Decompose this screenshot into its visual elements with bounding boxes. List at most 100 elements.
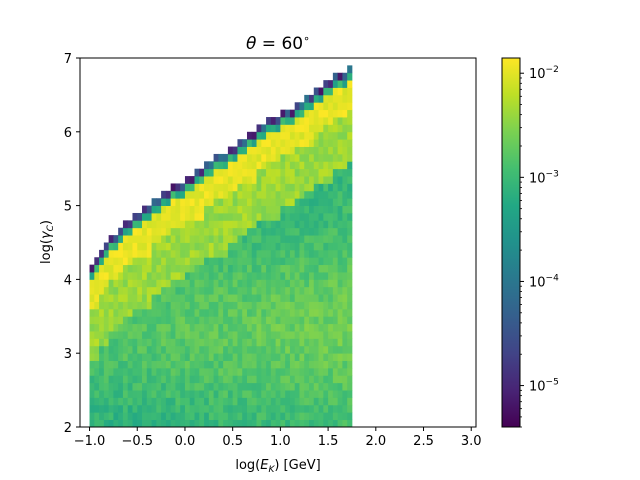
heatmap-cell bbox=[332, 308, 339, 317]
heatmap-cell bbox=[251, 286, 257, 295]
heatmap-cell bbox=[328, 345, 334, 354]
heatmap-cell bbox=[328, 220, 334, 229]
heatmap-cell bbox=[261, 382, 267, 391]
heatmap-cell bbox=[127, 323, 133, 332]
heatmap-cell bbox=[142, 397, 148, 406]
heatmap-cell bbox=[347, 316, 353, 325]
heatmap-cell bbox=[227, 316, 234, 325]
heatmap-cell bbox=[232, 286, 238, 295]
heatmap-cell bbox=[189, 412, 195, 421]
heatmap-cell bbox=[218, 382, 224, 391]
heatmap-cell bbox=[184, 390, 191, 398]
heatmap-cell bbox=[328, 176, 334, 184]
heatmap-cell bbox=[156, 220, 162, 229]
heatmap-cell bbox=[347, 338, 353, 347]
heatmap-cell bbox=[256, 183, 262, 192]
x-tick-label: −0.5 bbox=[121, 434, 153, 449]
heatmap-cell bbox=[270, 190, 277, 199]
heatmap-cell bbox=[304, 331, 310, 339]
heatmap-cell bbox=[237, 390, 243, 398]
heatmap-cell bbox=[328, 367, 334, 376]
heatmap-cell bbox=[261, 198, 267, 206]
heatmap-cell bbox=[208, 331, 214, 339]
heatmap-cell bbox=[165, 286, 172, 295]
heatmap-cell bbox=[127, 367, 133, 376]
heatmap-cell bbox=[94, 412, 100, 421]
heatmap-cell bbox=[299, 323, 305, 332]
heatmap-cell bbox=[280, 176, 286, 184]
heatmap-cell bbox=[208, 375, 214, 384]
heatmap-cell bbox=[337, 367, 343, 376]
heatmap-cell bbox=[175, 419, 181, 428]
heatmap-cell bbox=[156, 198, 162, 206]
heatmap-cell bbox=[156, 323, 162, 332]
heatmap-cell bbox=[285, 212, 291, 221]
heatmap-cell bbox=[204, 316, 210, 325]
heatmap-cell bbox=[309, 235, 315, 243]
heatmap-cell bbox=[146, 272, 152, 280]
heatmap-cell bbox=[256, 308, 262, 317]
heatmap-cell bbox=[213, 331, 219, 339]
heatmap-cell bbox=[204, 183, 210, 192]
heatmap-cell bbox=[347, 117, 353, 125]
heatmap-cell bbox=[170, 257, 176, 266]
heatmap-cell bbox=[232, 227, 238, 236]
heatmap-cell bbox=[175, 183, 181, 192]
heatmap-cell bbox=[142, 220, 148, 229]
heatmap-cell bbox=[237, 205, 243, 214]
heatmap-cell bbox=[328, 301, 334, 310]
heatmap-cell bbox=[309, 316, 315, 325]
heatmap-cell bbox=[242, 227, 248, 236]
heatmap-cell bbox=[318, 345, 324, 354]
heatmap-cell bbox=[294, 308, 300, 317]
heatmap-cell bbox=[118, 367, 124, 376]
heatmap-cell bbox=[99, 323, 105, 332]
heatmap-cell bbox=[237, 323, 243, 332]
heatmap-cell bbox=[184, 345, 191, 354]
heatmap-cell bbox=[184, 316, 191, 325]
heatmap-cell bbox=[161, 264, 167, 273]
heatmap-cell bbox=[294, 331, 300, 339]
heatmap-cell bbox=[242, 316, 248, 325]
heatmap-cell bbox=[170, 331, 176, 339]
heatmap-cell bbox=[89, 301, 95, 310]
heatmap-cell bbox=[137, 227, 143, 236]
heatmap-cell bbox=[180, 198, 186, 206]
heatmap-cell bbox=[323, 264, 329, 273]
heatmap-cell bbox=[328, 131, 334, 140]
heatmap-cell bbox=[137, 301, 143, 310]
heatmap-cell bbox=[156, 360, 162, 369]
heatmap-cell bbox=[165, 294, 172, 302]
heatmap-cell bbox=[313, 249, 319, 258]
heatmap-cell bbox=[218, 205, 224, 214]
heatmap-cell bbox=[89, 382, 95, 391]
heatmap-cell bbox=[118, 308, 124, 317]
heatmap-cell bbox=[242, 220, 248, 229]
heatmap-cell bbox=[122, 242, 129, 251]
heatmap-cell bbox=[175, 382, 181, 391]
heatmap-cell bbox=[251, 360, 257, 369]
heatmap-cell bbox=[304, 131, 310, 140]
heatmap-cell bbox=[175, 235, 181, 243]
heatmap-cell bbox=[137, 286, 143, 295]
heatmap-cell bbox=[246, 161, 253, 170]
heatmap-cell bbox=[266, 249, 272, 258]
heatmap-cell bbox=[237, 153, 243, 162]
heatmap-cell bbox=[285, 205, 291, 214]
heatmap-cell bbox=[146, 338, 152, 347]
heatmap-cell bbox=[146, 382, 152, 391]
heatmap-cell bbox=[165, 397, 172, 406]
heatmap-cell bbox=[313, 242, 319, 251]
heatmap-cell bbox=[189, 286, 195, 295]
heatmap-cell bbox=[266, 360, 272, 369]
heatmap-cell bbox=[309, 183, 315, 192]
heatmap-cell bbox=[122, 294, 129, 302]
heatmap-cell bbox=[204, 404, 210, 413]
heatmap-cell bbox=[204, 264, 210, 273]
heatmap-cell bbox=[232, 153, 238, 162]
heatmap-cell bbox=[289, 131, 296, 140]
heatmap-cell bbox=[165, 190, 172, 199]
heatmap-cell bbox=[266, 404, 272, 413]
heatmap-cell bbox=[347, 161, 353, 170]
